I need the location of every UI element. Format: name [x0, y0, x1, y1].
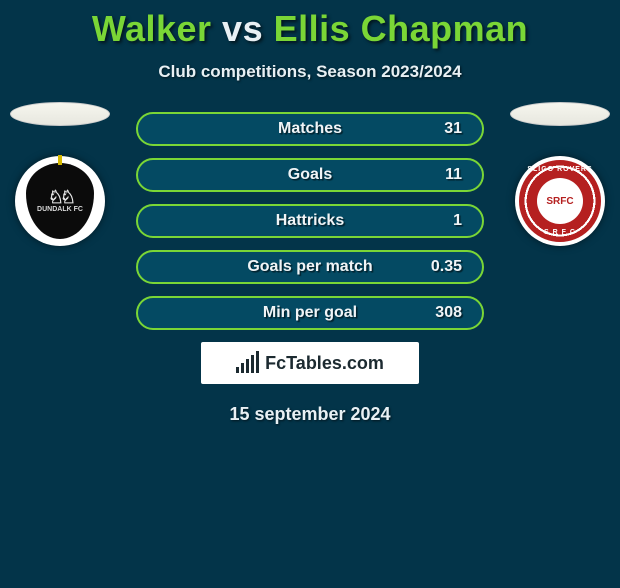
stat-label: Goals per match: [158, 258, 462, 276]
right-crest-ring-top: SLIGO ROVERS: [522, 166, 598, 173]
stat-value-right: 0.35: [431, 258, 462, 276]
page-title: Walker vs Ellis Chapman: [0, 8, 620, 50]
stat-label: Min per goal: [158, 304, 462, 322]
stat-row-goals: Goals 11: [136, 158, 484, 192]
right-club-crest: SLIGO ROVERS S R F C SRFC: [515, 156, 605, 246]
brand-text: FcTables.com: [265, 353, 384, 374]
left-crest-text: DUNDALK FC: [37, 206, 83, 214]
generation-date: 15 september 2024: [0, 404, 620, 425]
stat-label: Matches: [158, 120, 462, 138]
subtitle: Club competitions, Season 2023/2024: [0, 62, 620, 82]
title-vs: vs: [222, 8, 263, 49]
stats-pill-list: Matches 31 Goals 11 Hattricks 1 Goals pe…: [136, 112, 484, 330]
brand-box: FcTables.com: [201, 342, 419, 384]
bar-icon: [251, 355, 254, 373]
right-player-column: SLIGO ROVERS S R F C SRFC: [500, 102, 620, 246]
bar-icon: [256, 351, 259, 373]
bar-icon: [246, 359, 249, 373]
stat-label: Hattricks: [158, 212, 462, 230]
stat-label: Goals: [158, 166, 462, 184]
left-flag-icon: [10, 102, 110, 126]
comparison-area: ♘♘ DUNDALK FC SLIGO ROVERS S R F C SRFC …: [0, 112, 620, 425]
stat-row-min-per-goal: Min per goal 308: [136, 296, 484, 330]
left-club-crest: ♘♘ DUNDALK FC: [15, 156, 105, 246]
stat-value-right: 1: [453, 212, 462, 230]
right-crest-ring-bottom: S R F C: [522, 229, 598, 236]
bar-icon: [236, 367, 239, 373]
stat-value-right: 11: [445, 166, 462, 184]
stat-value-right: 31: [444, 120, 462, 138]
title-player1: Walker: [92, 8, 212, 49]
right-flag-icon: [510, 102, 610, 126]
stat-row-matches: Matches 31: [136, 112, 484, 146]
stat-value-right: 308: [435, 304, 462, 322]
stat-row-goals-per-match: Goals per match 0.35: [136, 250, 484, 284]
crest-horses-icon: ♘♘: [37, 188, 83, 206]
bar-icon: [241, 363, 244, 373]
stat-row-hattricks: Hattricks 1: [136, 204, 484, 238]
brand-bars-icon: [236, 353, 259, 373]
left-player-column: ♘♘ DUNDALK FC: [0, 102, 120, 246]
title-player2: Ellis Chapman: [274, 8, 529, 49]
